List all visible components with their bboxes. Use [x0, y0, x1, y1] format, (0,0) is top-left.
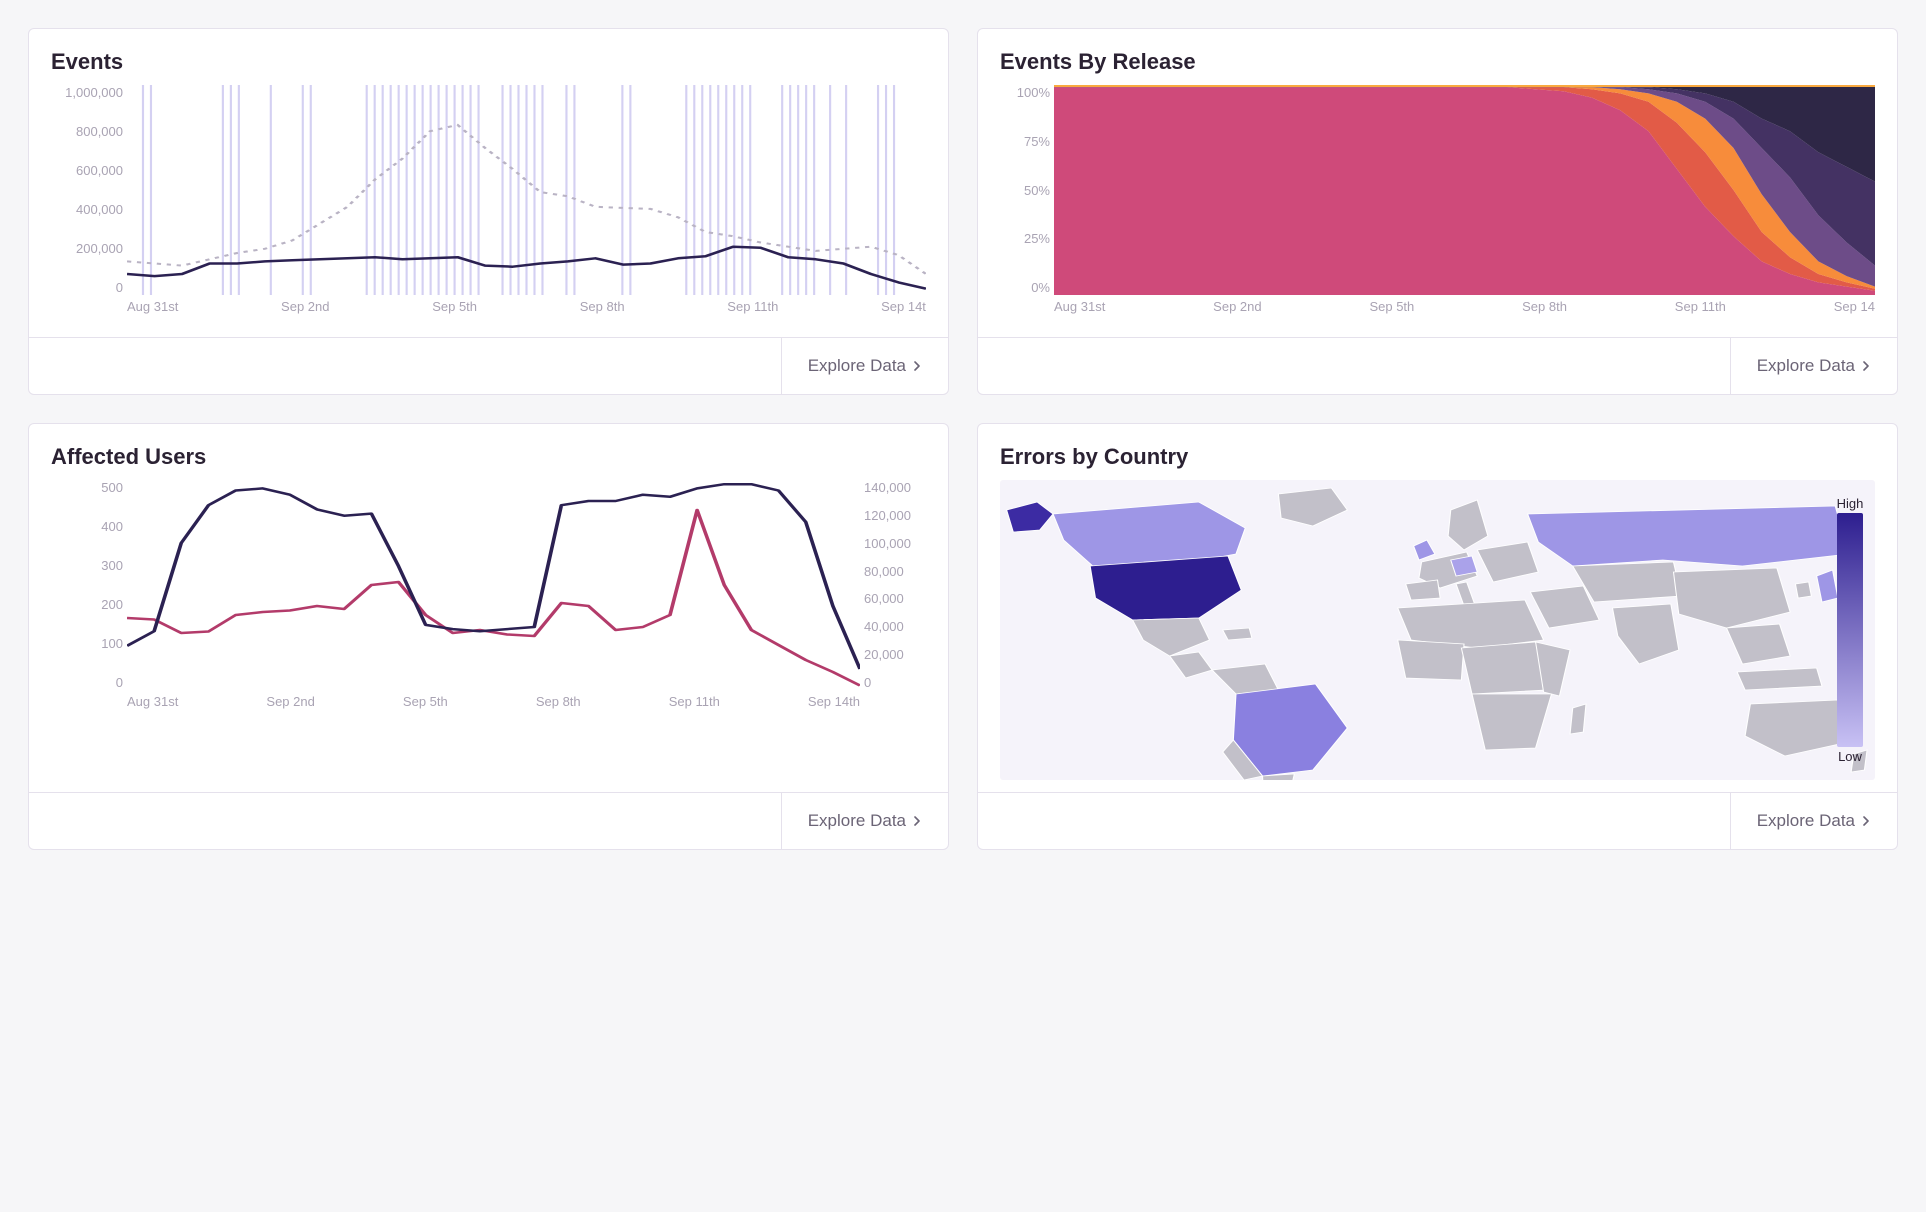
explore-label: Explore Data: [1757, 356, 1855, 376]
chevron-right-icon: [912, 816, 922, 826]
chevron-right-icon: [912, 361, 922, 371]
affected-users-x-axis: Aug 31stSep 2ndSep 5thSep 8thSep 11thSep…: [127, 694, 860, 720]
card-footer: Explore Data: [978, 792, 1897, 849]
explore-label: Explore Data: [808, 811, 906, 831]
events-plot-area: [127, 85, 926, 295]
card-title: Events: [29, 29, 948, 85]
affected-users-chart: 5004003002001000 140,000120,000100,00080…: [51, 480, 926, 720]
card-footer: Explore Data: [29, 337, 948, 394]
events-chart: 1,000,000800,000600,000400,000200,0000 A…: [51, 85, 926, 325]
world-map: High Low: [1000, 480, 1875, 780]
card-title: Events By Release: [978, 29, 1897, 85]
affected-users-chart-body: 5004003002001000 140,000120,000100,00080…: [29, 480, 948, 792]
chevron-right-icon: [1861, 361, 1871, 371]
dashboard-grid: Events 1,000,000800,000600,000400,000200…: [28, 28, 1898, 850]
affected-users-y-axis-right: 140,000120,000100,00080,00060,00040,0002…: [864, 480, 926, 690]
events-y-axis: 1,000,000800,000600,000400,000200,0000: [51, 85, 123, 295]
releases-chart: 100%75%50%25%0% Aug 31stSep 2ndSep 5thSe…: [1000, 85, 1875, 325]
legend-low-label: Low: [1838, 747, 1862, 766]
affected-users-card: Affected Users 5004003002001000 140,0001…: [28, 423, 949, 850]
events-chart-body: 1,000,000800,000600,000400,000200,0000 A…: [29, 85, 948, 337]
events-card: Events 1,000,000800,000600,000400,000200…: [28, 28, 949, 395]
legend-gradient: [1837, 513, 1863, 747]
releases-chart-body: 100%75%50%25%0% Aug 31stSep 2ndSep 5thSe…: [978, 85, 1897, 337]
explore-label: Explore Data: [1757, 811, 1855, 831]
errors-by-country-card: Errors by Country High Low Explore Data: [977, 423, 1898, 850]
explore-data-button[interactable]: Explore Data: [781, 793, 948, 849]
events-by-release-card: Events By Release 100%75%50%25%0% Aug 31…: [977, 28, 1898, 395]
card-title: Affected Users: [29, 424, 948, 480]
legend-high-label: High: [1837, 494, 1864, 513]
affected-users-y-axis-left: 5004003002001000: [51, 480, 123, 690]
explore-label: Explore Data: [808, 356, 906, 376]
releases-plot-area: [1054, 85, 1875, 295]
explore-data-button[interactable]: Explore Data: [1730, 793, 1897, 849]
explore-data-button[interactable]: Explore Data: [781, 338, 948, 394]
errors-map-body: High Low: [978, 480, 1897, 792]
card-title: Errors by Country: [978, 424, 1897, 480]
events-x-axis: Aug 31stSep 2ndSep 5thSep 8thSep 11thSep…: [127, 299, 926, 325]
card-footer: Explore Data: [29, 792, 948, 849]
explore-data-button[interactable]: Explore Data: [1730, 338, 1897, 394]
affected-users-plot-area: [127, 480, 860, 690]
chevron-right-icon: [1861, 816, 1871, 826]
releases-x-axis: Aug 31stSep 2ndSep 5thSep 8thSep 11thSep…: [1054, 299, 1875, 325]
releases-y-axis: 100%75%50%25%0%: [1000, 85, 1050, 295]
map-legend: High Low: [1837, 494, 1863, 766]
card-footer: Explore Data: [978, 337, 1897, 394]
